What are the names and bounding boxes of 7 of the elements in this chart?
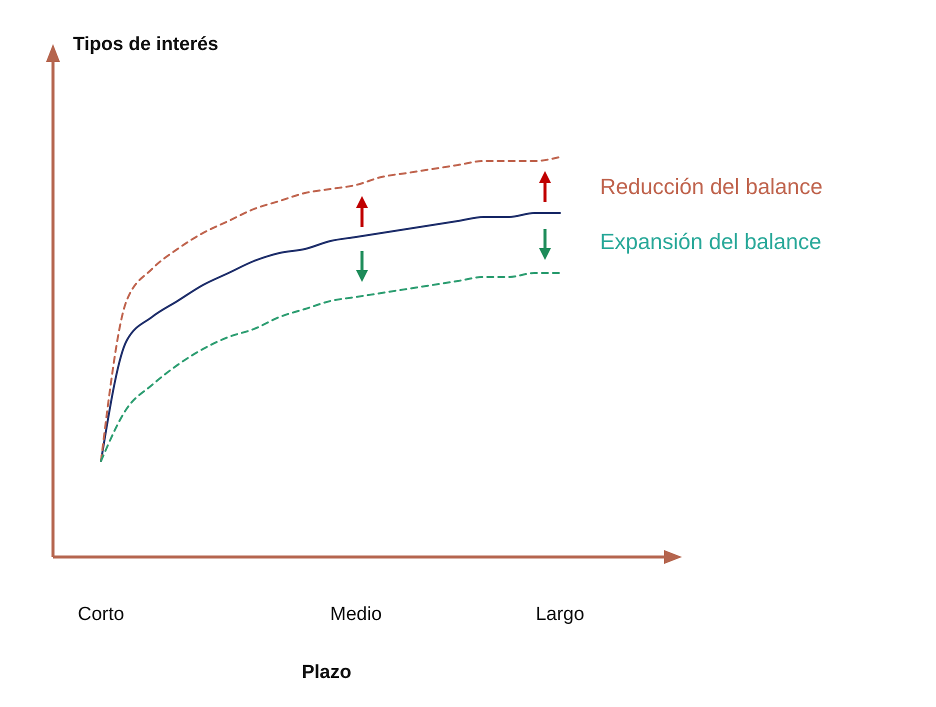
text: Expansión del balance	[600, 229, 822, 254]
series-label: Reducción del balance	[600, 174, 823, 199]
x-axis-title: Plazo	[302, 662, 352, 683]
x-tick-label: Corto	[78, 604, 124, 625]
x-tick-label: Largo	[536, 604, 584, 625]
x-tick-label: Medio	[330, 604, 382, 625]
text: Tipos de interés	[73, 34, 218, 55]
